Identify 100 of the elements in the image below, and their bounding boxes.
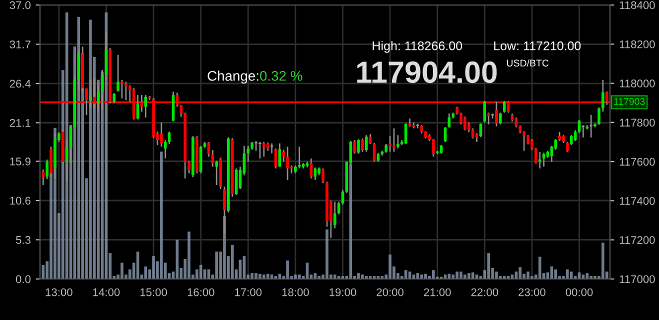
candlestick: [333, 201, 336, 230]
bar: [294, 274, 297, 279]
bar: [144, 266, 148, 279]
bar: [538, 256, 542, 279]
x-tick-label: 17:00: [235, 288, 262, 296]
annotation: 0.32 %: [260, 70, 302, 81]
ref-line-label: 117903: [614, 98, 645, 105]
bar: [250, 273, 254, 279]
bar: [432, 270, 435, 279]
candlestick: [112, 92, 116, 104]
bar: [160, 152, 163, 279]
bar: [502, 276, 506, 279]
bar: [601, 242, 604, 279]
bar: [487, 253, 490, 279]
bar: [318, 276, 320, 279]
y-tick-label: 0.0: [16, 275, 31, 284]
candlestick: [570, 134, 573, 146]
bar: [420, 274, 424, 279]
candlestick: [144, 94, 148, 118]
bar: [594, 276, 596, 279]
y2-tick-label: 117600: [620, 158, 655, 166]
y-tick-label: 31.7: [10, 40, 30, 48]
candlestick: [432, 138, 435, 158]
y-tick-label: 26.4: [10, 80, 31, 88]
bar: [495, 272, 498, 279]
x-tick-label: 22:00: [471, 288, 498, 296]
y2-tick-label: 117200: [620, 236, 655, 244]
x-tick-label: 23:00: [518, 288, 546, 296]
candlestick: [341, 189, 344, 206]
bar: [388, 254, 392, 279]
candlestick: [578, 119, 581, 134]
annotation: High: 118266.00: [372, 41, 462, 53]
bar: [120, 262, 124, 279]
x-tick-label: 00:00: [566, 288, 593, 296]
bar: [452, 274, 455, 279]
bar: [188, 232, 190, 279]
bar: [554, 269, 558, 279]
bar: [286, 260, 289, 279]
x-tick-label: 21:00: [424, 288, 451, 296]
candlestick: [120, 79, 124, 100]
y-tick-label: 15.9: [10, 158, 30, 166]
candlestick: [388, 135, 392, 152]
candlestick: [538, 151, 542, 170]
y2-tick-label: 118400: [620, 1, 655, 10]
bar: [258, 274, 262, 279]
bar: [518, 267, 522, 279]
y2-tick-label: 117800: [620, 118, 655, 127]
y-tick-label: 37.0: [10, 1, 31, 10]
candlestick: [396, 134, 400, 150]
candlestick: [262, 141, 266, 158]
y-tick-label: 10.6: [10, 196, 30, 205]
candlestick: [353, 139, 356, 154]
bar: [357, 273, 360, 279]
bar: [364, 276, 368, 279]
candlestick: [364, 134, 368, 152]
y2-tick-label: 118000: [620, 80, 655, 88]
bar: [424, 274, 427, 279]
candlestick: [392, 128, 396, 152]
x-tick-label: 18:00: [282, 288, 309, 296]
bar: [380, 276, 384, 279]
candlestick: [50, 146, 52, 178]
bar: [361, 274, 364, 279]
bar: [215, 252, 218, 279]
bar: [456, 272, 458, 279]
candlestick: [254, 140, 258, 152]
bar: [262, 274, 266, 279]
bar: [526, 272, 530, 279]
candlestick: [322, 168, 324, 184]
candlestick: [502, 100, 506, 114]
bar: [223, 216, 226, 279]
bar: [570, 272, 573, 279]
candlestick: [96, 84, 100, 112]
y2-tick-label: 117000: [620, 275, 655, 284]
candlestick: [65, 139, 68, 182]
x-tick-label: 20:00: [376, 288, 404, 296]
bar: [298, 274, 301, 279]
candlestick: [258, 141, 262, 160]
candlestick: [286, 146, 289, 181]
candlestick: [42, 168, 45, 186]
annotation: USD/BTC: [507, 59, 549, 67]
x-tick-label: 13:00: [46, 288, 72, 296]
candlestick: [116, 54, 120, 92]
bar: [195, 269, 198, 279]
candlestick: [368, 133, 372, 145]
annotation: Low: 117210.00: [494, 41, 581, 50]
annotation: Change:: [208, 70, 258, 84]
bar: [266, 274, 270, 279]
bar: [416, 273, 420, 279]
candlestick: [361, 138, 364, 152]
candlestick: [498, 112, 502, 126]
bar: [464, 274, 466, 279]
candlestick: [298, 146, 301, 170]
bar: [326, 229, 328, 279]
x-tick-label: 16:00: [188, 288, 214, 296]
candlestick: [526, 134, 530, 146]
candlestick: [464, 116, 466, 131]
bar: [460, 272, 462, 279]
y-tick-label: 5.3: [16, 236, 30, 244]
bar: [89, 20, 92, 279]
y-tick-label: 21.1: [10, 119, 30, 127]
